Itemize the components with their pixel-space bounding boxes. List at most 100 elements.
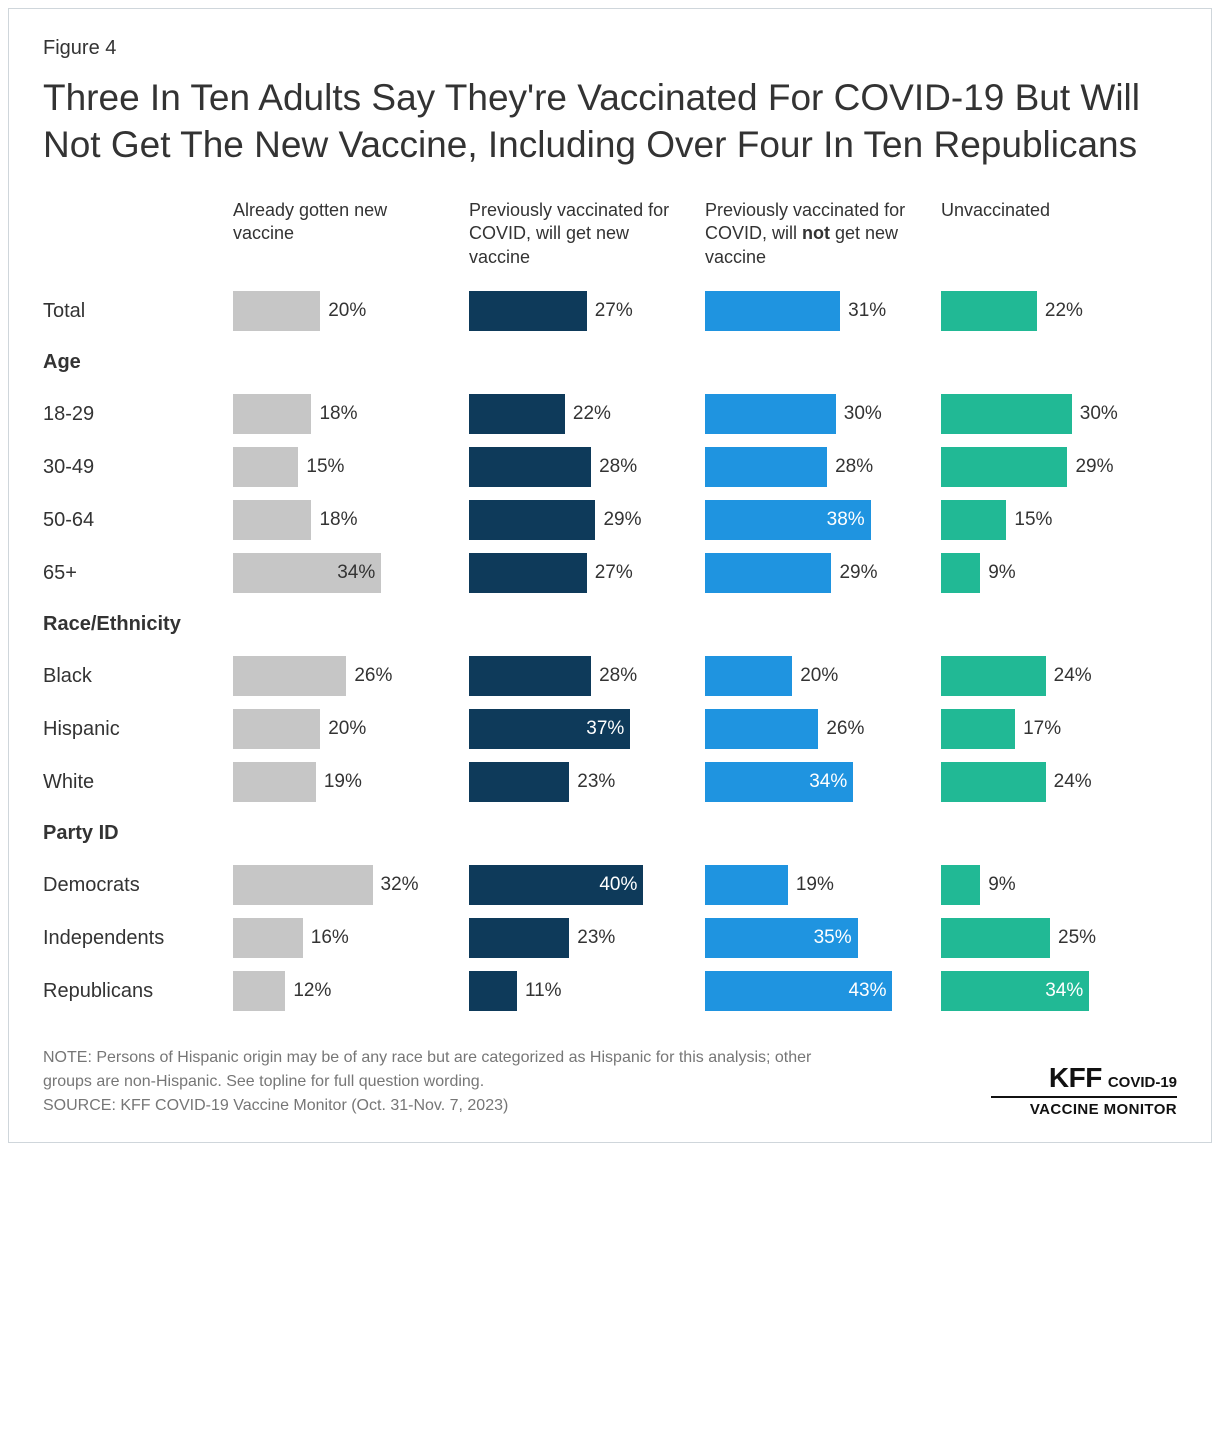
bar [705,865,788,905]
data-row: 65+34%27%29%9% [43,547,1177,600]
bar-value: 23% [577,927,615,949]
note-text: NOTE: Persons of Hispanic origin may be … [43,1046,843,1094]
figure-label: Figure 4 [43,37,1177,60]
bar-value: 18% [319,403,357,425]
bar [469,447,591,487]
bar-value: 30% [1080,403,1118,425]
bar [469,762,569,802]
bar: 38% [705,500,871,540]
bar-value: 17% [1023,718,1061,740]
bar: 37% [469,709,630,749]
row-label: Democrats [43,874,233,897]
data-row: 18-2918%22%30%30% [43,388,1177,441]
bar-value: 15% [306,456,344,478]
bar-value: 12% [293,980,331,1002]
bar-value: 19% [796,874,834,896]
bar [705,291,840,331]
bar-value: 25% [1058,927,1096,949]
bar-value: 29% [1075,456,1113,478]
bar-value: 28% [599,665,637,687]
bar [941,500,1006,540]
bar-value: 24% [1054,665,1092,687]
data-row: Democrats32%40%19%9% [43,859,1177,912]
bar [233,500,311,540]
bar [941,447,1067,487]
bar [233,447,298,487]
row-label: Black [43,665,233,688]
data-row: 50-64 18% 29% 38% 15% [43,494,1177,547]
bar-value: 38% [827,509,865,531]
bar [705,553,831,593]
bar-value: 37% [586,718,624,740]
data-row: Republicans12%11%43%34% [43,965,1177,1018]
bar-value: 34% [337,562,375,584]
bar [469,394,565,434]
bar [233,865,373,905]
data-row: White19%23%34%24% [43,756,1177,809]
bar [705,709,818,749]
bar [469,553,587,593]
bar-value: 20% [800,665,838,687]
series-header: Previously vaccinated for COVID, will ge… [469,199,687,269]
bar-value: 23% [577,771,615,793]
bar-value: 34% [1045,980,1083,1002]
bar [941,656,1046,696]
bar [705,394,836,434]
bar [469,971,517,1011]
group-label: Race/Ethnicity [43,613,233,636]
bar [941,709,1015,749]
bar [233,394,311,434]
data-row: Hispanic20%37%26%17% [43,703,1177,756]
bar-value: 28% [835,456,873,478]
series-header: Already gotten new vaccine [233,199,451,246]
bar-value: 9% [988,562,1015,584]
logo-kff-text: KFF [1049,1062,1102,1094]
bar-value: 15% [1014,509,1052,531]
kff-logo: KFF COVID-19 VACCINE MONITOR [991,1062,1177,1118]
bar-value: 27% [595,300,633,322]
bar: 34% [233,553,381,593]
bar [233,291,320,331]
data-row: Total20%27%31%22% [43,285,1177,338]
row-label: 30-49 [43,456,233,479]
logo-vm-text: VACCINE MONITOR [1030,1101,1177,1118]
bar [469,656,591,696]
bar-value: 19% [324,771,362,793]
bar-value: 16% [311,927,349,949]
bar-value: 34% [809,771,847,793]
bar-value: 40% [599,874,637,896]
bar-value: 18% [319,509,357,531]
figure-container: Figure 4 Three In Ten Adults Say They're… [8,8,1212,1143]
bar [705,447,827,487]
bar-value: 43% [848,980,886,1002]
bar [233,709,320,749]
bar [233,971,285,1011]
bar-value: 31% [848,300,886,322]
row-label: Republicans [43,980,233,1003]
row-label: Hispanic [43,718,233,741]
bar [705,656,792,696]
row-label: 50-64 [43,509,233,532]
bar [469,500,595,540]
footer-text: NOTE: Persons of Hispanic origin may be … [43,1046,843,1118]
row-label: 18-29 [43,403,233,426]
bar-value: 26% [354,665,392,687]
chart-title: Three In Ten Adults Say They're Vaccinat… [43,74,1177,169]
chart-body: Total20%27%31%22%Age18-2918%22%30%30%30-… [43,285,1177,1018]
row-label: 65+ [43,562,233,585]
data-row: 30-4915%28%28%29% [43,441,1177,494]
bar [233,918,303,958]
bar: 34% [941,971,1089,1011]
bar-value: 32% [381,874,419,896]
bar: 40% [469,865,643,905]
bar-value: 29% [603,509,641,531]
bar: 34% [705,762,853,802]
bar: 43% [705,971,892,1011]
bar [941,394,1072,434]
bar-value: 26% [826,718,864,740]
row-label: Total [43,300,233,323]
bar-value: 22% [573,403,611,425]
bar [941,553,980,593]
bar-value: 27% [595,562,633,584]
bar-value: 35% [814,927,852,949]
